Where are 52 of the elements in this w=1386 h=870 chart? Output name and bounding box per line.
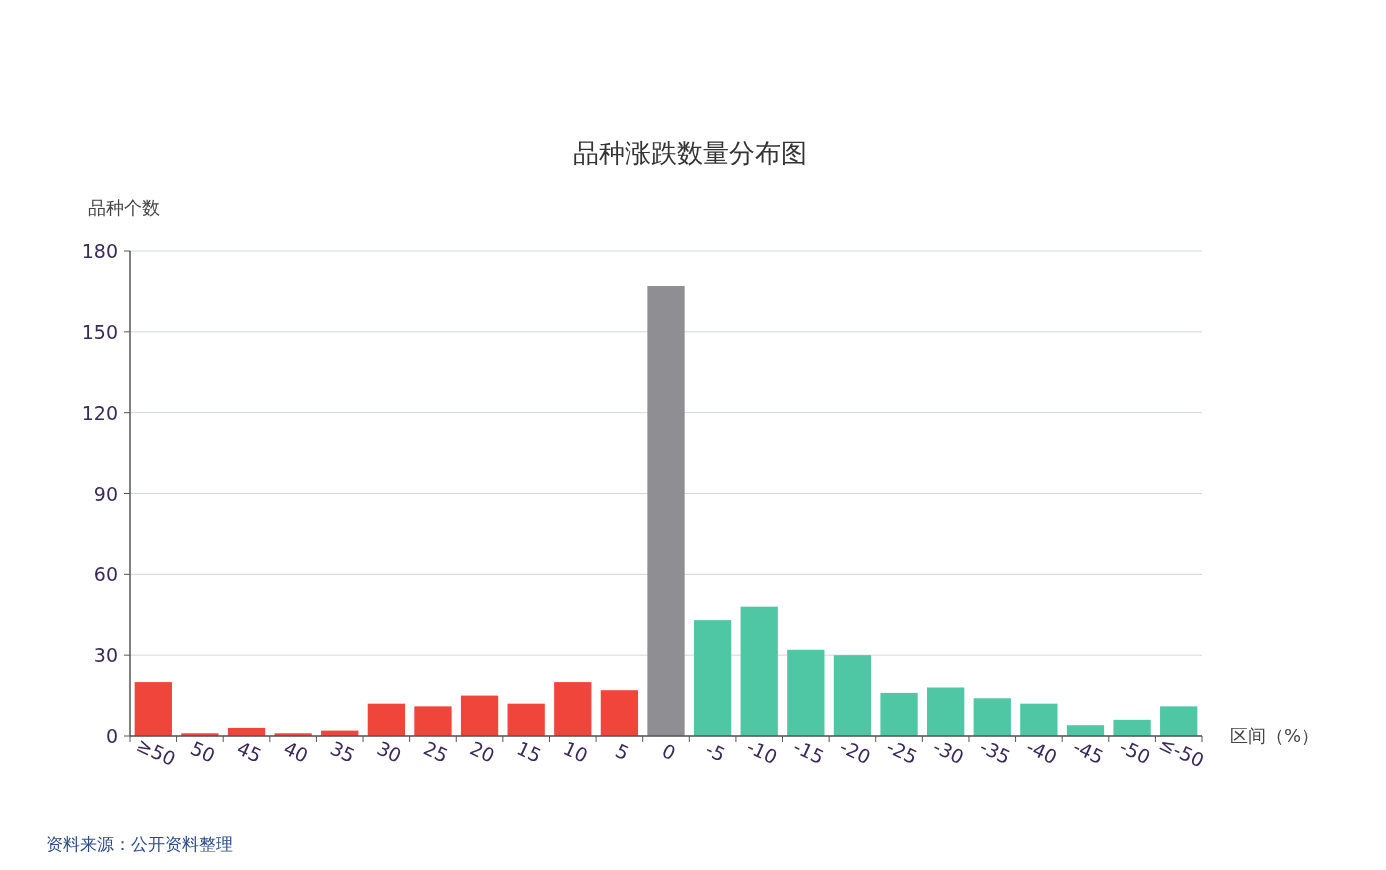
y-tick-label: 60 (93, 563, 118, 586)
x-tick-label: -40 (1023, 735, 1061, 769)
x-tick-label: -25 (883, 735, 921, 769)
x-tick-label: -45 (1069, 735, 1108, 769)
bar (647, 286, 685, 736)
bar (554, 682, 592, 736)
bar (973, 698, 1011, 736)
x-tick-label: 5 (612, 739, 633, 765)
bar (507, 703, 545, 736)
y-tick-label: 90 (93, 482, 118, 505)
x-tick-label: 0 (658, 739, 680, 765)
bar (740, 606, 778, 736)
x-tick-label: 10 (560, 736, 592, 767)
bar (880, 692, 918, 736)
bar (833, 655, 872, 736)
x-tick-label: 25 (420, 736, 452, 767)
x-tick-label: 50 (187, 736, 219, 767)
x-tick-label: 15 (513, 736, 545, 767)
text: 资料来源：公开资料整理 (46, 834, 233, 854)
x-tick-label: ≤-50 (1155, 731, 1208, 772)
x-tick-label: -30 (929, 735, 968, 769)
x-axis-title: 区间（%） (1230, 725, 1320, 746)
y-tick-label: 150 (81, 320, 118, 343)
bar (460, 695, 499, 736)
bar (367, 703, 405, 736)
bar (787, 649, 825, 736)
bar (1020, 703, 1058, 736)
bar (134, 682, 172, 736)
bar (927, 687, 965, 736)
bar (693, 620, 732, 736)
x-tick-label: -35 (976, 735, 1014, 769)
bar (1066, 725, 1105, 736)
x-tick-label: -10 (743, 735, 781, 769)
bar (600, 690, 639, 736)
y-tick-label: 180 (81, 240, 118, 262)
chart-title: 品种涨跌数量分布图 (573, 138, 807, 168)
bar (414, 706, 452, 736)
x-tick-label: 35 (327, 736, 359, 767)
x-tick-label: ≥50 (133, 733, 180, 771)
x-tick-label: -5 (702, 737, 729, 766)
x-tick-label: 30 (373, 736, 405, 767)
x-tick-label: -20 (836, 735, 875, 769)
bar (1160, 706, 1198, 736)
bar (1113, 719, 1151, 736)
x-tick-label: 40 (280, 736, 312, 767)
y-tick-label: 30 (93, 644, 118, 667)
x-tick-label: -50 (1116, 735, 1154, 769)
x-tick-label: -15 (790, 735, 828, 769)
x-tick-label: 20 (466, 736, 499, 767)
y-axis-title: 品种个数 (88, 197, 160, 218)
x-tick-label: 45 (233, 736, 266, 767)
y-tick-label: 120 (81, 401, 118, 424)
